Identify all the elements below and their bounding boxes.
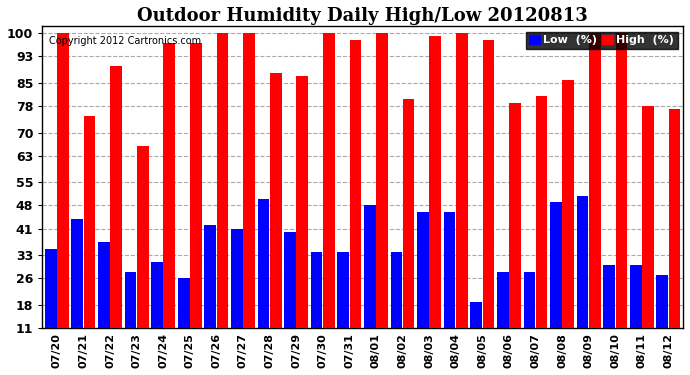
Bar <box>562 80 574 364</box>
Bar <box>83 116 95 364</box>
Bar <box>589 33 600 364</box>
Bar <box>603 265 615 364</box>
Bar <box>204 225 216 364</box>
Bar <box>535 96 547 364</box>
Bar <box>190 43 201 364</box>
Bar <box>550 202 562 364</box>
Bar <box>57 33 69 364</box>
Bar <box>656 275 668 364</box>
Bar <box>642 106 654 364</box>
Bar <box>257 199 269 364</box>
Bar <box>524 272 535 364</box>
Bar <box>137 146 148 364</box>
Title: Outdoor Humidity Daily High/Low 20120813: Outdoor Humidity Daily High/Low 20120813 <box>137 7 588 25</box>
Bar <box>323 33 335 364</box>
Bar <box>231 229 243 364</box>
Bar <box>577 195 589 364</box>
Bar <box>244 33 255 364</box>
Bar <box>364 206 375 364</box>
Bar <box>482 40 494 364</box>
Bar <box>429 36 441 364</box>
Bar <box>151 262 163 364</box>
Bar <box>125 272 137 364</box>
Bar <box>297 76 308 364</box>
Bar <box>217 33 228 364</box>
Bar <box>72 219 83 364</box>
Bar <box>178 278 190 364</box>
Bar <box>376 33 388 364</box>
Bar <box>98 242 110 364</box>
Bar <box>403 99 415 364</box>
Bar <box>110 66 122 364</box>
Bar <box>391 252 402 364</box>
Bar <box>497 272 509 364</box>
Bar <box>615 33 627 364</box>
Bar <box>270 73 282 364</box>
Legend: Low  (%), High  (%): Low (%), High (%) <box>526 32 678 49</box>
Bar <box>417 212 429 364</box>
Bar <box>284 232 296 364</box>
Bar <box>669 110 680 364</box>
Bar <box>444 212 455 364</box>
Bar <box>471 302 482 364</box>
Bar <box>310 252 322 364</box>
Bar <box>630 265 642 364</box>
Bar <box>164 43 175 364</box>
Bar <box>509 103 521 364</box>
Text: Copyright 2012 Cartronics.com: Copyright 2012 Cartronics.com <box>48 36 201 45</box>
Bar <box>350 40 362 364</box>
Bar <box>45 249 57 364</box>
Bar <box>337 252 349 364</box>
Bar <box>456 33 468 364</box>
